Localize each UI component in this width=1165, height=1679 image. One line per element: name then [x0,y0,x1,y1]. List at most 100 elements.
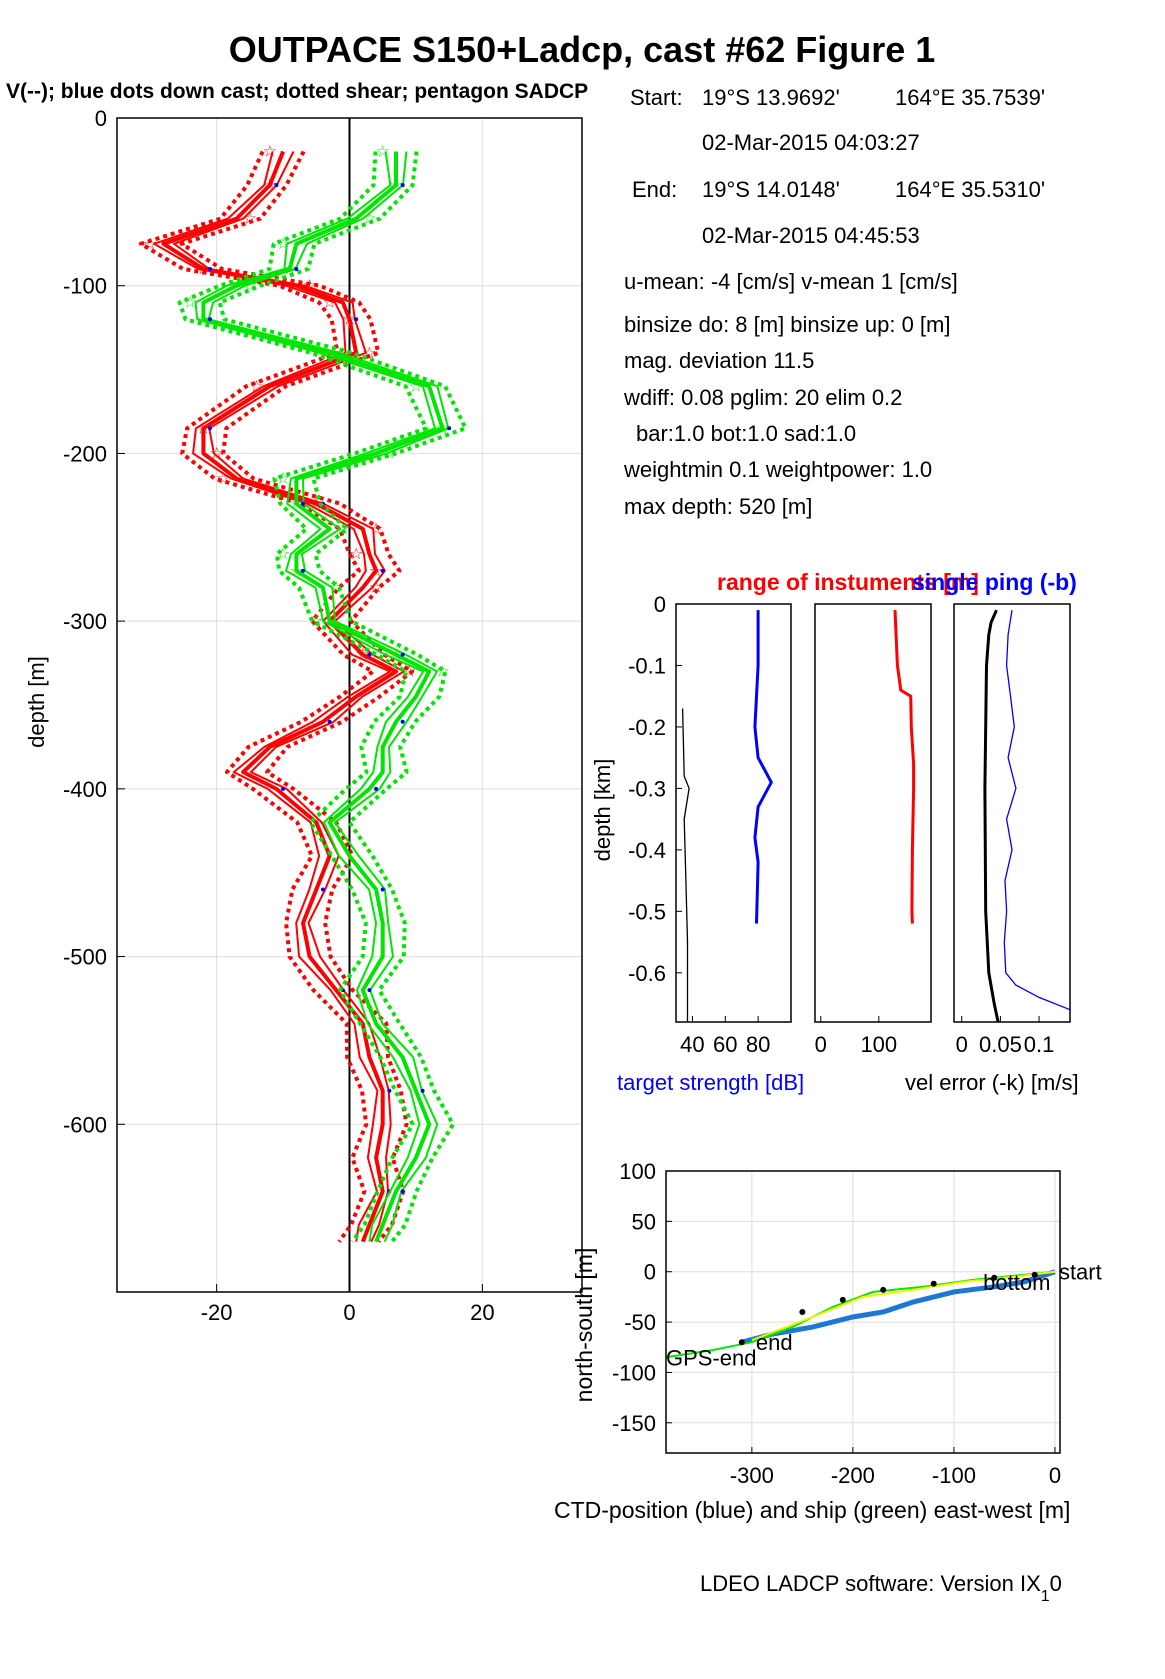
sadcp-star: ☆ [369,580,383,597]
y-tick-label: -400 [63,777,107,802]
sadcp-star: ☆ [382,445,396,462]
track-dot [738,1339,745,1346]
v-velocity-line [207,151,450,1243]
position-plot: -300 -200 -100 0 100 50 0 -50 -100 -150 start botto… [612,1159,1102,1488]
sadcp-star: ☆ [209,445,223,462]
y-tick-label: -0.4 [628,838,666,863]
wdiff-text: wdiff: 0.08 pglim: 20 elim 0.2 [623,385,902,410]
y-tick-label: -0.3 [628,776,666,801]
end-lon: 164°E 35.5310' [895,177,1045,202]
y-tick-label: 0 [95,106,107,131]
x-tick-label: 0 [815,1032,827,1057]
sadcp-star: ☆ [309,496,323,513]
means-text: u-mean: -4 [cm/s] v-mean 1 [cm/s] [624,269,958,294]
track-dot [991,1274,998,1281]
downcast-dot [447,426,452,431]
annotation-bottom: bottom [983,1270,1050,1295]
range-plot: 0 100 [814,603,932,1057]
v-velocity-shear-line [177,151,429,1243]
downcast-dot [301,568,305,573]
sadcp-star: ☆ [243,211,257,228]
pos-ylabel: north-south [m] [571,1248,597,1403]
track-dot [1031,1271,1038,1278]
u-velocity-shear-line [138,150,375,1243]
info-panel: Start: 19°S 13.9692' 164°E 35.7539' 02-M… [623,85,1045,519]
downcast-dot [320,887,325,892]
sadcp-star: ☆ [263,144,277,161]
sadcp-star: ☆ [369,521,383,538]
downcast-dot [387,1088,392,1093]
downcast-dot [380,887,385,892]
y-tick-label: -300 [63,609,107,634]
track-dot [839,1296,846,1303]
downcast-dot [354,317,359,322]
x-tick-label: 40 [680,1032,704,1057]
downcast-dot [400,719,405,724]
sadcp-star: ☆ [276,471,290,488]
start-lon: 164°E 35.7539' [895,85,1045,110]
sadcp-star: ☆ [322,294,336,311]
x-tick-label: 80 [746,1032,770,1057]
y-tick-label: -200 [63,441,107,466]
downcast-dot [274,183,279,188]
sadcp-star: ☆ [283,261,297,278]
track-blue [741,1269,1056,1345]
maxdepth-text: max depth: 520 [m] [624,494,812,519]
x-tick-label: 0 [343,1300,355,1325]
x-tick-label: 0 [956,1032,968,1057]
y-tick-label: -0.6 [628,961,666,986]
y-tick-label: -150 [612,1411,656,1436]
sadcp-star: ☆ [289,563,303,580]
y-tick-label: 0 [654,592,666,617]
target-strength-plot: 40 60 80 0 -0.1 -0.2 -0.3 -0.4 -0.5 -0.6 [628,592,792,1057]
magdev-text: mag. deviation 11.5 [624,348,814,373]
downcast-dot [400,1189,405,1194]
sadcp-star: ☆ [369,563,383,580]
y-tick-label: 100 [619,1159,656,1184]
series-line-black [983,609,1000,1023]
end-label: End: [632,177,677,202]
sadcp-star: ☆ [329,580,343,597]
x-tick-label: -200 [831,1463,875,1488]
track-dot [930,1280,937,1287]
track-dot [799,1309,806,1315]
sadcp-star: ☆ [276,546,290,563]
series-line-blue [1003,609,1071,1011]
sadcp-star: ☆ [336,521,350,538]
sadcp-star: ☆ [289,496,303,513]
y-tick-label: -100 [612,1360,656,1385]
y-tick-label: -0.2 [628,715,666,740]
start-label: Start: [630,85,683,110]
footer-main: LDEO LADCP software: Version IX [700,1571,1041,1596]
start-lat: 19°S 13.9692' [702,85,840,110]
downcast-dot [327,719,332,724]
downcast-dot [208,426,212,431]
single-ping-title: single ping (-b) [912,569,1077,595]
v-velocity-line [194,151,436,1242]
sadcp-star: ☆ [143,236,157,253]
x-tick-label: 0 [1049,1463,1061,1488]
downcast-dot [420,1088,425,1093]
footer-sub: 1 [1041,1588,1050,1605]
series-line-blue [753,610,774,924]
annotation-start: start [1059,1260,1102,1285]
downcast-dot [400,183,405,188]
downcast-dot [400,652,405,657]
sadcp-star: ☆ [183,294,197,311]
downcast-dot [281,786,286,791]
sadcp-star: ☆ [196,261,210,278]
downcast-dot [374,786,379,791]
sadcp-star: ☆ [196,311,210,328]
sadcp-star: ☆ [336,345,350,362]
end-lat: 19°S 14.0148' [702,177,840,202]
weight-text: weightmin 0.1 weightpower: 1.0 [623,457,932,482]
sadcp-star: ☆ [196,420,210,437]
end-time: 02-Mar-2015 04:45:53 [702,223,920,248]
y-tick-label: -50 [624,1310,656,1335]
ts-ylabel: depth [km] [590,759,615,862]
y-tick-label: -0.5 [628,899,666,924]
binsize-text: binsize do: 8 [m] binsize up: 0 [m] [624,312,951,337]
y-tick-label: -600 [63,1112,107,1137]
downcast-dot [294,266,299,271]
